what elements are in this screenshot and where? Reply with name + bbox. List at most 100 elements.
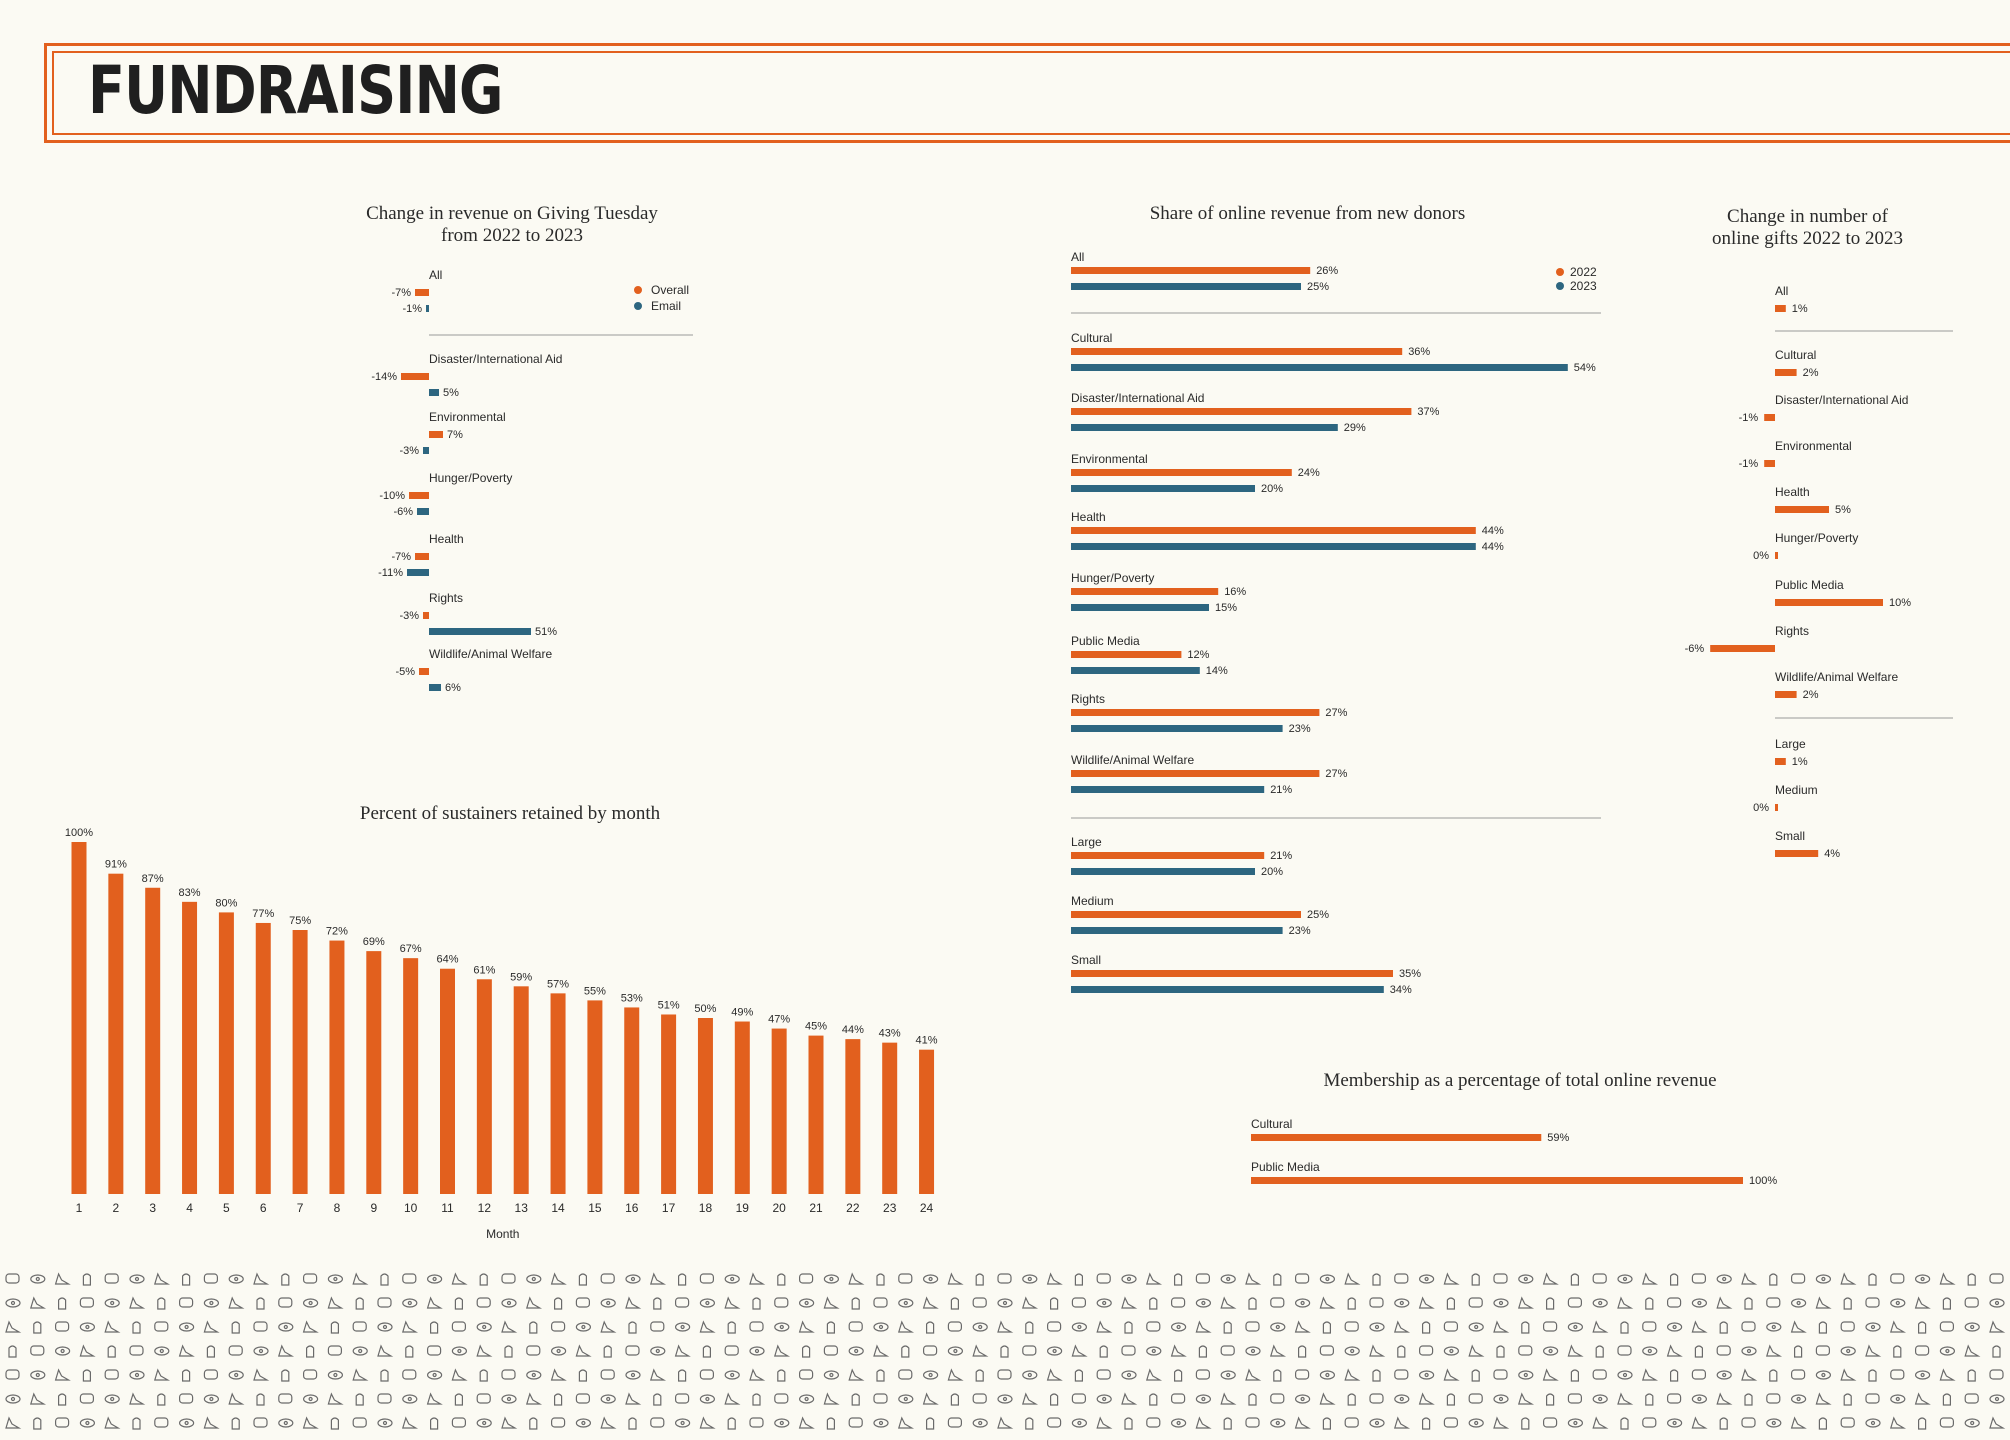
pattern-icon bbox=[1716, 1392, 1733, 1405]
pattern-icon bbox=[1592, 1394, 1608, 1404]
pattern-icon bbox=[1245, 1346, 1261, 1356]
pattern-icon bbox=[1270, 1297, 1285, 1308]
x-tick-label: 9 bbox=[370, 1201, 377, 1215]
pattern-icon bbox=[972, 1418, 988, 1428]
pattern-icon bbox=[851, 1297, 860, 1310]
pattern-icon bbox=[1794, 1345, 1803, 1358]
pattern-icon bbox=[327, 1296, 344, 1309]
pattern-icon bbox=[1815, 1274, 1832, 1284]
pattern-icon bbox=[203, 1298, 219, 1308]
bar-2023 bbox=[1071, 424, 1338, 431]
pattern-icon bbox=[1989, 1320, 2006, 1333]
pattern-icon bbox=[1641, 1272, 1659, 1285]
pattern-icon bbox=[1868, 1273, 1877, 1286]
pattern-icon bbox=[1914, 1370, 1931, 1380]
pattern-icon bbox=[922, 1392, 939, 1405]
data-label: -6% bbox=[1685, 643, 1705, 655]
pattern-icon bbox=[1964, 1322, 1980, 1332]
pattern-icon bbox=[1666, 1297, 1682, 1308]
pattern-icon bbox=[1046, 1272, 1063, 1285]
pattern-icon bbox=[699, 1298, 716, 1308]
sustainers-svg: 100% 1 91% 2 87% 3 83% 4 80% 5 77% 6 75% 7 72% 8 69% 9 67%… bbox=[65, 827, 938, 1240]
bar-overall bbox=[419, 668, 429, 675]
pattern-icon bbox=[774, 1393, 789, 1404]
pattern-icon bbox=[1121, 1345, 1136, 1356]
pattern-icon bbox=[1918, 1417, 1927, 1430]
pattern-icon bbox=[1914, 1296, 1931, 1309]
category-label: Cultural bbox=[1775, 348, 1816, 362]
pattern-icon bbox=[501, 1394, 517, 1404]
pattern-icon bbox=[476, 1344, 493, 1357]
pattern-icon bbox=[303, 1273, 318, 1284]
pattern-icon bbox=[798, 1369, 814, 1380]
data-label: 21% bbox=[1270, 784, 1292, 796]
pattern-icon bbox=[926, 1417, 935, 1430]
data-label: 83% bbox=[179, 887, 201, 899]
bar bbox=[661, 1014, 677, 1194]
pattern-icon bbox=[1865, 1322, 1881, 1332]
x-tick-label: 6 bbox=[260, 1201, 267, 1215]
pattern-icon bbox=[1468, 1344, 1485, 1357]
data-label: 34% bbox=[1390, 984, 1412, 996]
x-tick-label: 3 bbox=[149, 1201, 156, 1215]
bar-email bbox=[429, 684, 441, 691]
category-label: Environmental bbox=[1775, 439, 1852, 453]
pattern-icon bbox=[1546, 1393, 1555, 1406]
pattern-icon bbox=[898, 1298, 914, 1308]
pattern-icon bbox=[575, 1393, 591, 1404]
pattern-icon bbox=[179, 1297, 194, 1308]
pattern-icon bbox=[1790, 1320, 1807, 1333]
bar bbox=[1775, 804, 1778, 811]
pattern-icon bbox=[1149, 1297, 1158, 1310]
pattern-icon bbox=[327, 1370, 343, 1380]
pattern-icon bbox=[1570, 1369, 1579, 1382]
pattern-icon bbox=[352, 1346, 368, 1356]
pattern-icon bbox=[575, 1418, 592, 1428]
pattern-icon bbox=[79, 1344, 96, 1357]
pattern-icon bbox=[1546, 1297, 1555, 1310]
pattern-icon bbox=[1890, 1369, 1905, 1380]
data-label: 15% bbox=[1215, 602, 1237, 614]
pattern-icon bbox=[277, 1344, 295, 1357]
pattern-icon bbox=[1294, 1416, 1311, 1429]
pattern-icon bbox=[1617, 1392, 1634, 1405]
pattern-icon bbox=[501, 1369, 516, 1380]
pattern-icon bbox=[206, 1345, 215, 1358]
pattern-icon bbox=[154, 1417, 169, 1428]
pattern-icon bbox=[1989, 1298, 2005, 1308]
data-label: 7% bbox=[447, 429, 463, 441]
pattern-icon bbox=[1815, 1345, 1831, 1356]
pattern-icon bbox=[848, 1368, 865, 1381]
pattern-icon bbox=[1691, 1298, 1708, 1308]
bar bbox=[1775, 369, 1797, 376]
pattern-icon bbox=[401, 1320, 419, 1333]
pattern-icon bbox=[926, 1321, 935, 1334]
pattern-icon bbox=[5, 1320, 22, 1333]
bar-2022 bbox=[1071, 770, 1320, 777]
pattern-icon bbox=[1741, 1346, 1757, 1356]
pattern-icon bbox=[922, 1370, 939, 1380]
pattern-icon bbox=[674, 1418, 691, 1428]
pattern-icon bbox=[575, 1322, 592, 1332]
pattern-icon bbox=[650, 1417, 665, 1428]
pattern-icon bbox=[1174, 1369, 1183, 1382]
pattern-icon bbox=[1918, 1321, 1927, 1334]
pattern-icon bbox=[1393, 1416, 1411, 1429]
pattern-icon bbox=[104, 1369, 119, 1380]
pattern-icon bbox=[1422, 1321, 1431, 1334]
pattern-icon bbox=[823, 1370, 840, 1380]
category-label: Hunger/Poverty bbox=[1071, 571, 1154, 585]
pattern-icon bbox=[253, 1346, 269, 1356]
bar-2022 bbox=[1071, 348, 1403, 355]
pattern-icon bbox=[724, 1345, 739, 1356]
pattern-icon bbox=[972, 1344, 989, 1357]
pattern-icon bbox=[950, 1393, 959, 1406]
pattern-icon bbox=[1021, 1392, 1039, 1405]
pattern-icon bbox=[377, 1322, 393, 1332]
pattern-icon bbox=[1319, 1296, 1336, 1309]
pattern-icon bbox=[798, 1320, 815, 1333]
data-label: -10% bbox=[379, 490, 405, 502]
pattern-icon bbox=[1719, 1321, 1728, 1334]
data-label: 64% bbox=[436, 954, 458, 966]
pattern-icon bbox=[1642, 1417, 1657, 1428]
